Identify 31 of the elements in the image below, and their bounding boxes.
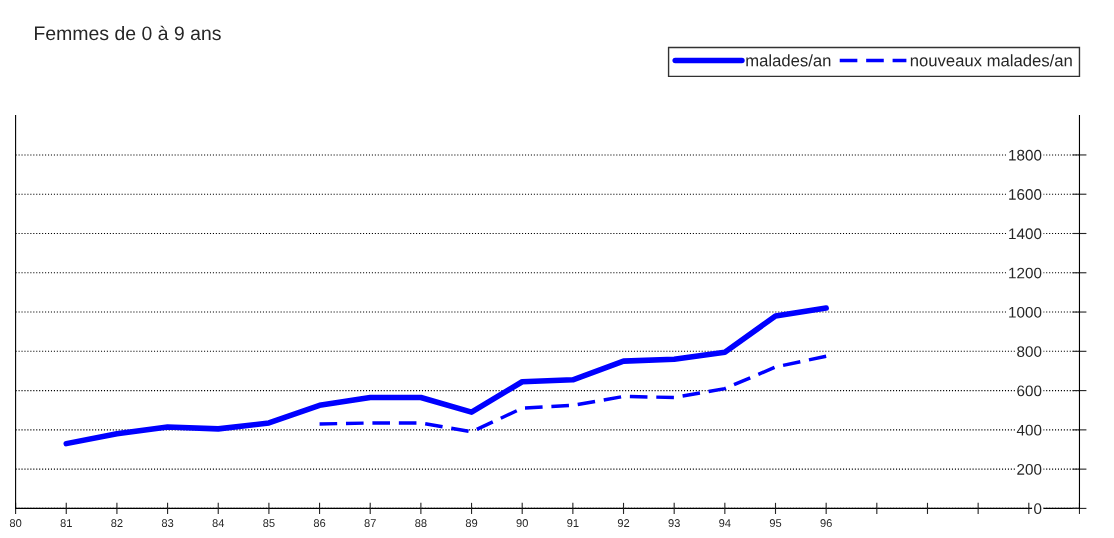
- x-tick-label: 92: [617, 519, 630, 527]
- x-tick-label: 82: [111, 519, 123, 527]
- y-tick-label: 1600: [1009, 189, 1042, 200]
- y-tick-label: 600: [1017, 385, 1042, 397]
- legend-label: nouveaux malades/an: [910, 54, 1072, 67]
- x-tick-label: 83: [161, 519, 174, 527]
- x-tick-label: 91: [567, 519, 579, 527]
- x-tick-label: 89: [465, 519, 478, 527]
- y-tick-label: 0: [1034, 503, 1042, 515]
- x-tick-label: 86: [313, 519, 326, 527]
- y-tick-label: 1400: [1009, 228, 1042, 240]
- y-tick-label: 800: [1017, 346, 1042, 357]
- line-series: [317, 354, 828, 434]
- x-tick-label: 95: [769, 519, 782, 527]
- y-tick-label: 1800: [1009, 149, 1042, 161]
- x-tick-label: 88: [415, 519, 427, 527]
- x-tick-label: 84: [212, 519, 225, 527]
- legend-label: malades/an: [746, 54, 831, 67]
- y-tick-label: 200: [1017, 464, 1042, 475]
- x-tick-label: 94: [719, 519, 731, 527]
- x-tick-label: 80: [9, 519, 22, 527]
- y-tick-label: 1000: [1009, 306, 1042, 318]
- x-tick-label: 85: [263, 519, 275, 527]
- x-tick-label: 87: [364, 519, 376, 527]
- y-tick-label: 1200: [1009, 267, 1042, 279]
- x-tick-label: 90: [516, 519, 528, 527]
- y-tick-label: 400: [1016, 424, 1042, 436]
- x-tick-label: 93: [668, 519, 680, 527]
- chart-title: Femmes de 0 à 9 ans: [35, 25, 221, 41]
- x-tick-label: 81: [60, 519, 72, 527]
- x-tick-label: 96: [820, 519, 832, 527]
